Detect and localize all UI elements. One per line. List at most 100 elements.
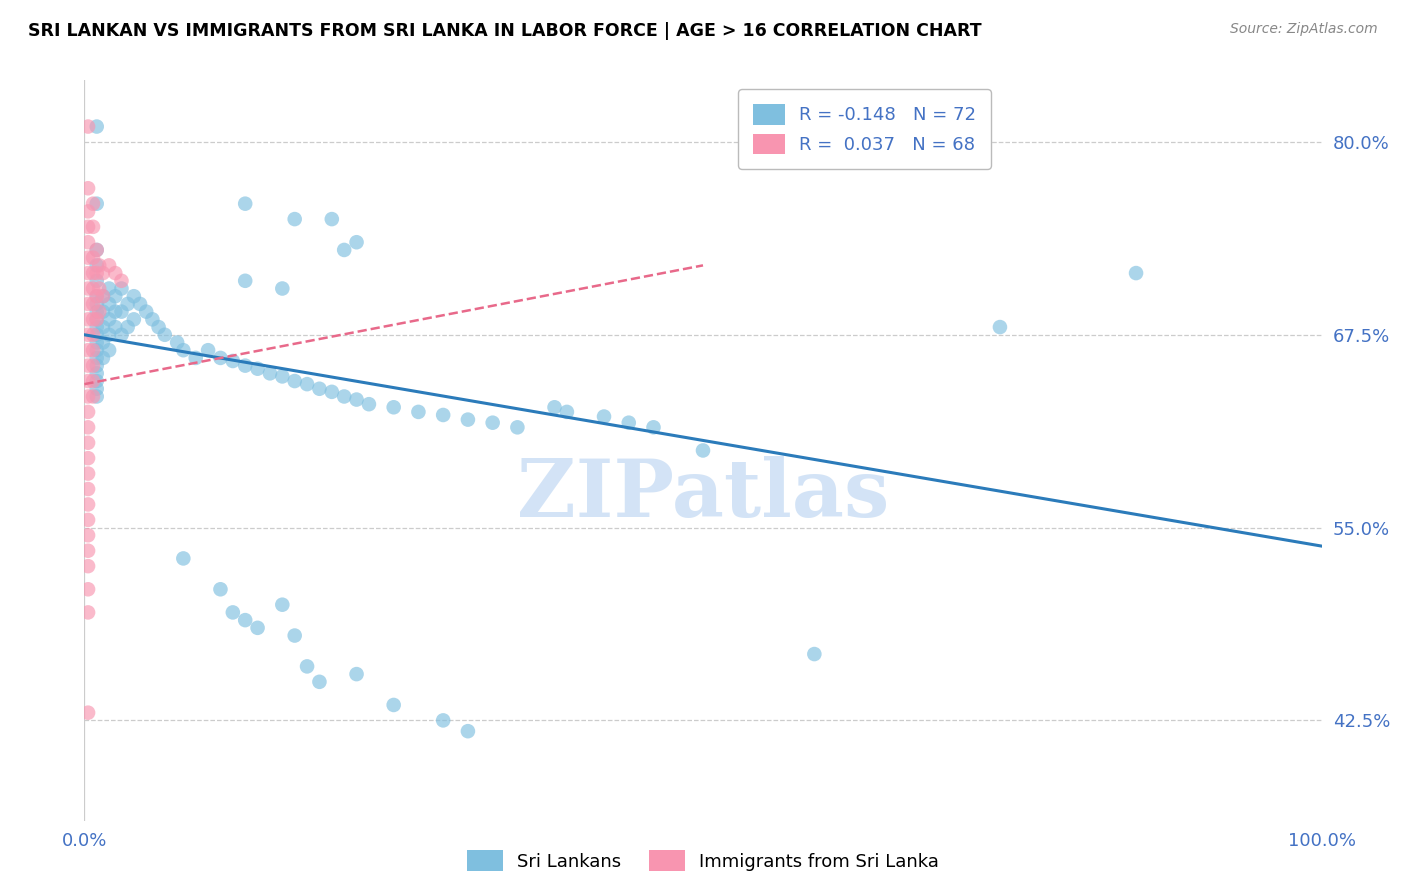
Point: [77, 706, 100, 720]
Point: [129, 297, 152, 311]
Point: [104, 320, 127, 334]
Point: [86, 374, 108, 388]
Point: [98, 343, 121, 358]
Point: [77, 482, 100, 496]
Point: [122, 289, 145, 303]
Point: [77, 312, 100, 326]
Point: [222, 354, 245, 368]
Point: [233, 196, 256, 211]
Point: [89, 259, 111, 273]
Point: [86, 304, 108, 318]
Point: [86, 289, 108, 303]
Point: [89, 304, 111, 318]
Point: [77, 343, 100, 358]
Point: [82, 359, 104, 373]
Point: [153, 327, 176, 342]
Point: [98, 297, 121, 311]
Point: [295, 659, 318, 673]
Point: [803, 647, 825, 661]
Point: [77, 327, 100, 342]
Point: [86, 351, 108, 365]
Text: SRI LANKAN VS IMMIGRANTS FROM SRI LANKA IN LABOR FORCE | AGE > 16 CORRELATION CH: SRI LANKAN VS IMMIGRANTS FROM SRI LANKA …: [28, 22, 981, 40]
Point: [333, 243, 356, 257]
Point: [86, 289, 108, 303]
Point: [357, 397, 380, 411]
Point: [1125, 266, 1147, 280]
Point: [77, 235, 100, 250]
Point: [271, 281, 294, 295]
Point: [77, 451, 100, 466]
Point: [91, 266, 114, 280]
Point: [346, 667, 368, 681]
Point: [77, 219, 100, 234]
Point: [82, 389, 104, 403]
Point: [82, 327, 104, 342]
Point: [457, 724, 479, 739]
Point: [77, 359, 100, 373]
Point: [408, 405, 430, 419]
Point: [148, 320, 170, 334]
Point: [346, 235, 368, 250]
Point: [77, 559, 100, 574]
Point: [77, 389, 100, 403]
Point: [77, 204, 100, 219]
Point: [110, 281, 132, 295]
Point: [77, 420, 100, 434]
Point: [98, 327, 121, 342]
Point: [110, 327, 132, 342]
Point: [77, 528, 100, 542]
Point: [86, 312, 108, 326]
Point: [86, 389, 108, 403]
Point: [98, 281, 121, 295]
Point: [91, 335, 114, 350]
Point: [77, 266, 100, 280]
Point: [222, 606, 245, 620]
Point: [91, 351, 114, 365]
Point: [82, 196, 104, 211]
Point: [77, 498, 100, 512]
Point: [308, 382, 330, 396]
Point: [233, 274, 256, 288]
Point: [209, 351, 232, 365]
Point: [82, 266, 104, 280]
Point: [117, 297, 139, 311]
Point: [104, 304, 127, 318]
Point: [98, 259, 121, 273]
Point: [432, 714, 454, 728]
Point: [284, 628, 307, 642]
Point: [77, 543, 100, 558]
Point: [284, 374, 307, 388]
Point: [166, 335, 188, 350]
Point: [82, 219, 104, 234]
Point: [110, 274, 132, 288]
Point: [692, 443, 714, 458]
Point: [135, 304, 157, 318]
Point: [89, 281, 111, 295]
Point: [988, 320, 1011, 334]
Text: ZIPatlas: ZIPatlas: [517, 456, 889, 534]
Point: [86, 382, 108, 396]
Point: [184, 351, 207, 365]
Point: [321, 212, 343, 227]
Point: [77, 281, 100, 295]
Point: [457, 412, 479, 426]
Point: [82, 297, 104, 311]
Point: [77, 606, 100, 620]
Point: [91, 289, 114, 303]
Point: [77, 582, 100, 597]
Point: [104, 266, 127, 280]
Point: [98, 312, 121, 326]
Point: [271, 598, 294, 612]
Point: [432, 408, 454, 422]
Point: [110, 304, 132, 318]
Point: [246, 361, 269, 376]
Point: [593, 409, 616, 424]
Point: [86, 259, 108, 273]
Point: [382, 698, 405, 712]
Point: [86, 359, 108, 373]
Point: [86, 367, 108, 381]
Point: [77, 467, 100, 481]
Point: [86, 343, 108, 358]
Point: [77, 405, 100, 419]
Point: [91, 320, 114, 334]
